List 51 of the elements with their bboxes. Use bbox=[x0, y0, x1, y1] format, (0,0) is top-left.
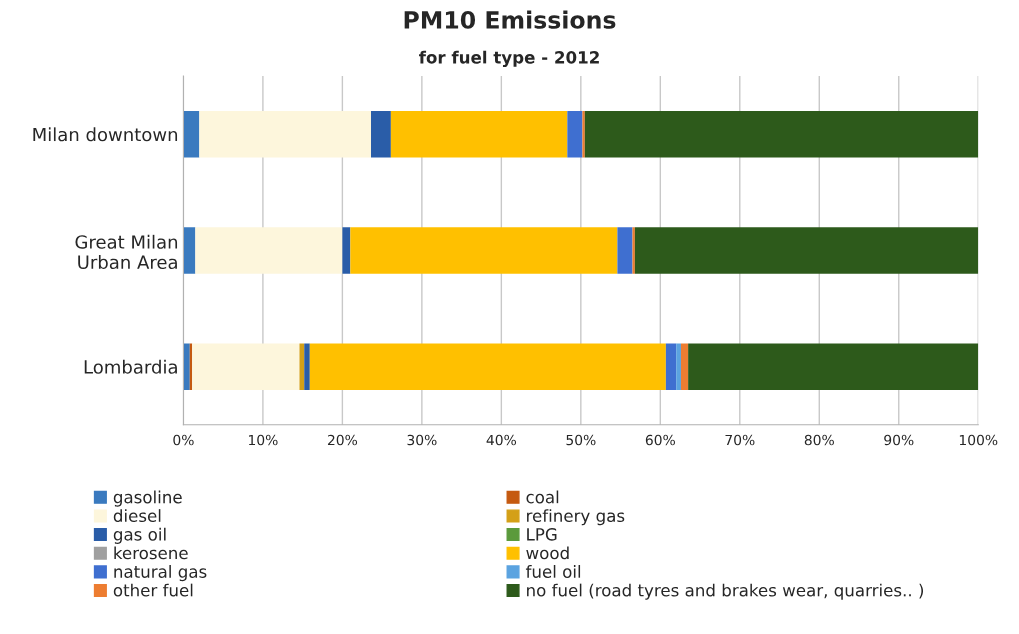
bar bbox=[632, 227, 635, 274]
x-tick-label: 100% bbox=[959, 434, 998, 446]
bar bbox=[617, 227, 633, 274]
bar bbox=[390, 110, 568, 158]
legend-label: gasoline bbox=[113, 490, 182, 507]
bar bbox=[688, 343, 979, 390]
x-tick-label: 90% bbox=[884, 434, 914, 446]
bar bbox=[199, 110, 371, 158]
legend-label: gas oil bbox=[113, 527, 166, 544]
bar bbox=[342, 227, 351, 274]
legend-label: coal bbox=[526, 490, 559, 504]
x-tick-label: 50% bbox=[566, 434, 596, 446]
x-tick-label: 40% bbox=[486, 434, 517, 446]
bar bbox=[567, 110, 583, 158]
chart-subtitle: for fuel type - 2012 bbox=[419, 50, 599, 67]
x-tick-label: 10% bbox=[248, 434, 278, 446]
bar bbox=[183, 110, 200, 158]
bar bbox=[680, 343, 689, 390]
bar bbox=[309, 343, 666, 390]
bar bbox=[582, 110, 585, 158]
x-tick-label: 60% bbox=[645, 434, 675, 446]
x-tick-label: 80% bbox=[804, 434, 834, 446]
bar bbox=[192, 343, 300, 390]
bar bbox=[350, 227, 618, 274]
bar bbox=[195, 227, 343, 274]
bar bbox=[665, 343, 677, 390]
bar bbox=[371, 110, 391, 158]
legend-label: no fuel (road tyres and brakes wear, quarries.. ) bbox=[527, 583, 924, 600]
legend-label: kerosene bbox=[114, 546, 188, 560]
bar bbox=[304, 343, 310, 390]
legend-label: diesel bbox=[113, 509, 161, 523]
bar bbox=[183, 343, 190, 390]
bar bbox=[183, 227, 196, 274]
x-tick-label: 30% bbox=[407, 434, 437, 446]
bar bbox=[299, 343, 305, 390]
legend-label: natural gas bbox=[114, 565, 207, 582]
y-tick-label: Lombardia bbox=[84, 359, 177, 374]
bar bbox=[634, 227, 979, 274]
bar bbox=[584, 110, 979, 158]
x-tick-label: 20% bbox=[327, 434, 358, 446]
bar bbox=[676, 343, 681, 390]
x-tick-label: 70% bbox=[725, 434, 755, 446]
legend-label: fuel oil bbox=[525, 565, 581, 578]
x-tick-label: 0% bbox=[173, 434, 194, 446]
y-tick-label: Milan downtown bbox=[33, 127, 178, 142]
legend-label: refinery gas bbox=[527, 509, 625, 526]
legend-label: wood bbox=[526, 546, 569, 560]
chart-title: PM10 Emissions bbox=[404, 10, 616, 29]
legend-label: LPG bbox=[527, 528, 557, 541]
y-tick-label: Great Milan Urban Area bbox=[75, 234, 178, 270]
legend-label: other fuel bbox=[113, 583, 193, 597]
